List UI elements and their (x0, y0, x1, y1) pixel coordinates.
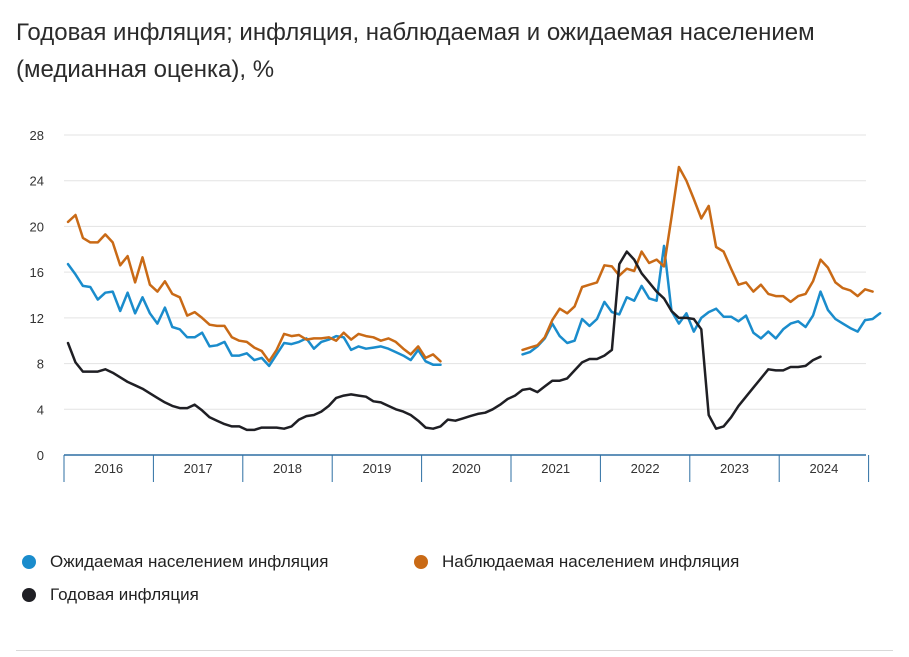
x-tick-label: 2017 (184, 461, 213, 476)
x-tick-label: 2019 (362, 461, 391, 476)
x-tick-label: 2018 (273, 461, 302, 476)
y-tick-label: 12 (30, 311, 44, 326)
legend-dot-observed (414, 555, 428, 569)
y-tick-label: 20 (30, 219, 44, 234)
legend-item-expected[interactable]: Ожидаемая населением инфляция (22, 552, 328, 572)
legend-label-expected: Ожидаемая населением инфляция (50, 552, 329, 571)
bottom-divider (16, 650, 893, 651)
legend-item-observed[interactable]: Наблюдаемая населением инфляция (414, 552, 739, 572)
legend-label-annual: Годовая инфляция (50, 585, 199, 604)
y-tick-label: 0 (37, 448, 44, 463)
series-line-0 (66, 262, 442, 368)
legend-dot-expected (22, 555, 36, 569)
series-line-1 (66, 213, 442, 363)
x-tick-label: 2016 (94, 461, 123, 476)
x-tick-label: 2023 (720, 461, 749, 476)
x-tick-label: 2024 (809, 461, 838, 476)
chart-title: Годовая инфляция; инфляция, наблюдаемая … (16, 19, 815, 83)
legend-item-annual[interactable]: Годовая инфляция (22, 585, 199, 605)
series-lines (66, 165, 882, 432)
legend-dot-annual (22, 588, 36, 602)
legend-label-observed: Наблюдаемая населением инфляция (442, 552, 740, 571)
y-tick-label: 16 (30, 265, 44, 280)
series-line-1 (521, 165, 874, 352)
series-line-2 (66, 250, 822, 432)
x-axis: 2016 2017 2018 2019 2020 2021 2022 2023 2024 (63, 454, 870, 482)
y-tick-label: 28 (30, 128, 44, 143)
y-axis-ticks: 0 4 8 12 16 20 24 28 (30, 128, 44, 463)
x-tick-label: 2020 (452, 461, 481, 476)
series-line-0 (521, 244, 882, 356)
y-tick-label: 4 (37, 402, 44, 417)
x-tick-label: 2021 (541, 461, 570, 476)
legend: Ожидаемая населением инфляция Наблюдаема… (22, 552, 882, 616)
y-tick-label: 8 (37, 357, 44, 372)
y-tick-label: 24 (30, 174, 44, 189)
grid-lines (64, 134, 866, 410)
x-tick-label: 2022 (631, 461, 660, 476)
